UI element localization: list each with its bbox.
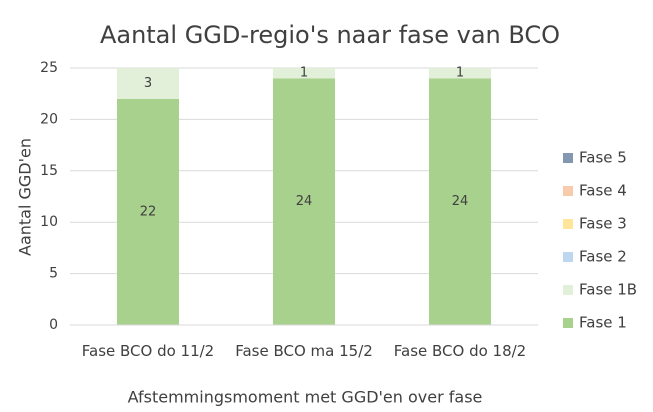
- y-tick-label: 0: [49, 317, 58, 333]
- bar-segment: [429, 68, 491, 79]
- y-tick-label: 25: [40, 60, 58, 76]
- bar-segment: [429, 78, 491, 325]
- y-tick-label: 20: [40, 111, 58, 127]
- legend-label: Fase 3: [579, 215, 627, 233]
- y-tick-label: 10: [40, 214, 58, 230]
- legend-label: Fase 1B: [579, 281, 637, 299]
- bar-segment: [273, 78, 335, 325]
- legend-label: Fase 1: [579, 314, 627, 332]
- legend-swatch: [563, 252, 573, 262]
- data-label: 3: [144, 76, 152, 91]
- y-tick-label: 5: [49, 266, 58, 282]
- legend-label: Fase 4: [579, 182, 627, 200]
- data-label: 1: [456, 66, 464, 81]
- legend-label: Fase 2: [579, 248, 627, 266]
- data-label: 24: [452, 194, 469, 209]
- bar-segment: [117, 68, 179, 99]
- legend-swatch: [563, 153, 573, 163]
- y-axis-label: Aantal GGD'en: [16, 138, 35, 256]
- legend-swatch: [563, 186, 573, 196]
- x-tick-label: Fase BCO ma 15/2: [235, 342, 373, 360]
- x-tick-label: Fase BCO do 11/2: [81, 342, 215, 360]
- data-label: 1: [300, 66, 308, 81]
- bar-segment: [117, 98, 179, 325]
- data-label: 24: [296, 194, 313, 209]
- chart-title: Aantal GGD-regio's naar fase van BCO: [100, 21, 560, 49]
- data-label: 22: [140, 204, 157, 219]
- legend-swatch: [563, 219, 573, 229]
- y-tick-label: 15: [40, 163, 58, 179]
- bar-segment: [273, 68, 335, 79]
- legend-swatch: [563, 285, 573, 295]
- x-tick-label: Fase BCO do 18/2: [393, 342, 527, 360]
- legend-label: Fase 5: [579, 149, 627, 167]
- legend-swatch: [563, 318, 573, 328]
- x-axis-label: Afstemmingsmoment met GGD'en over fase: [128, 388, 483, 407]
